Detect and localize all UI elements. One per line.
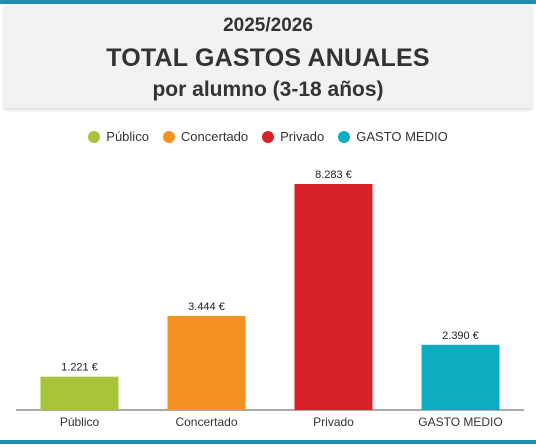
value-label-privado: 8.283 € <box>315 169 352 181</box>
legend-swatch-publico <box>88 130 101 143</box>
bar-gasto-medio <box>421 344 500 410</box>
value-label-publico: 1.221 € <box>61 362 98 374</box>
bottom-accent-rule <box>0 440 536 444</box>
value-label-gasto-medio: 2.390 € <box>442 330 479 342</box>
chart-title: TOTAL GASTOS ANUALES <box>106 44 430 72</box>
x-tick-label-privado: Privado <box>313 415 354 429</box>
legend-item-gasto-medio: GASTO MEDIO <box>338 129 448 144</box>
legend-label-privado: Privado <box>280 129 325 144</box>
top-accent-rule <box>0 0 536 4</box>
legend-label-gasto-medio: GASTO MEDIO <box>356 129 448 144</box>
legend-swatch-gasto-medio <box>338 130 351 143</box>
legend-swatch-concertado <box>162 130 175 143</box>
x-tick-label-publico: Público <box>60 415 100 429</box>
bar-concertado <box>167 316 246 410</box>
legend-item-concertado: Concertado <box>162 129 249 144</box>
chart-legend: Público Concertado Privado GASTO MEDIO <box>0 129 536 144</box>
legend-item-privado: Privado <box>262 129 324 144</box>
legend-swatch-privado <box>262 130 275 143</box>
legend-label-publico: Público <box>106 129 149 144</box>
bar-publico <box>40 376 119 410</box>
value-label-concertado: 3.444 € <box>188 301 225 313</box>
bar-privado <box>294 184 373 410</box>
x-tick-label-gasto-medio: GASTO MEDIO <box>418 415 502 429</box>
bar-chart: 1.221 € Público 3.444 € Concertado 8.283 € Pr… <box>16 169 524 429</box>
x-tick-label-concertado: Concertado <box>175 415 237 429</box>
chart-header: 2025/2026 TOTAL GASTOS ANUALES por alumn… <box>4 4 532 108</box>
chart-subtitle: por alumno (3-18 años) <box>152 78 384 101</box>
chart-year: 2025/2026 <box>223 15 313 36</box>
legend-item-publico: Público <box>88 129 149 144</box>
legend-label-concertado: Concertado <box>180 129 249 144</box>
